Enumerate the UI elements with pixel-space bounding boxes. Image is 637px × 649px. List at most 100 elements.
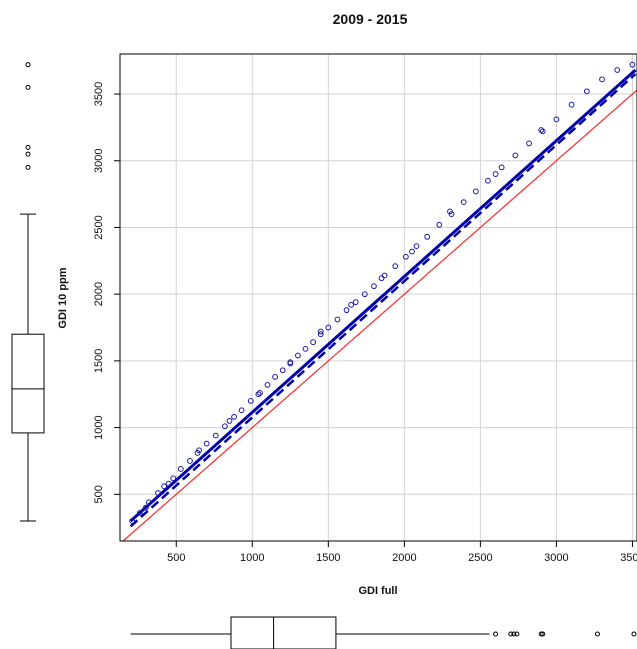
data-point: [614, 67, 621, 73]
data-point: [255, 391, 262, 398]
chart-title: 2009 - 2015: [333, 11, 408, 27]
x-box-outlier: [508, 631, 514, 637]
identity-line: [122, 89, 637, 542]
x-box-outlier: [540, 631, 546, 637]
data-point: [553, 116, 560, 123]
y-tick-label: 1000: [93, 415, 105, 439]
x-axis: 500 1000 1500 2000 2500 3000 3500: [167, 541, 637, 564]
data-point: [187, 458, 193, 464]
data-point: [402, 253, 409, 260]
x-tick-label: 1000: [240, 552, 264, 564]
data-point: [325, 324, 332, 331]
y-tick-label: 2000: [93, 282, 105, 306]
data-point: [371, 283, 377, 290]
scatter-points: [129, 61, 636, 524]
y-tick-label: 3000: [93, 148, 105, 172]
data-point: [409, 248, 415, 255]
data-point: [317, 331, 324, 338]
data-point: [145, 499, 152, 506]
data-point: [136, 510, 143, 516]
y-tick-label: 2500: [93, 215, 105, 239]
identity-line-layer: [122, 89, 637, 542]
dashed-fit-line: [129, 73, 637, 528]
x-marginal-boxplot: [130, 616, 637, 649]
data-point: [568, 101, 575, 108]
data-point: [492, 171, 499, 177]
data-point: [392, 263, 399, 270]
x-tick-label: 3000: [544, 552, 568, 564]
data-point: [447, 208, 453, 215]
y-box-outlier: [25, 144, 31, 150]
data-point: [295, 352, 301, 359]
data-point: [498, 164, 505, 171]
data-point: [583, 88, 590, 95]
x-tick-label: 2000: [392, 552, 416, 564]
y-box-outlier: [25, 164, 31, 170]
x-box-outlier: [493, 631, 499, 637]
data-point: [238, 407, 245, 414]
data-point: [165, 480, 172, 487]
x-tick-label: 3500: [620, 552, 637, 564]
data-point: [361, 291, 368, 298]
data-point: [161, 483, 167, 490]
data-point: [538, 127, 545, 133]
x-box-outlier: [538, 631, 544, 637]
y-axis-label: GDI 10 ppm: [57, 267, 69, 328]
data-point: [177, 466, 184, 472]
x-box: [230, 616, 337, 649]
x-tick-label: 1500: [316, 552, 340, 564]
data-point: [302, 345, 309, 352]
y-axis: 500 1000 1500 2000 2500 3000 3500: [93, 82, 120, 503]
data-point: [212, 432, 219, 439]
data-point: [378, 275, 385, 282]
data-point: [539, 128, 546, 135]
data-point: [256, 389, 263, 396]
data-point: [526, 140, 532, 147]
data-point: [279, 367, 286, 374]
x-box-outlier: [594, 631, 600, 637]
data-point: [460, 199, 467, 206]
regression-line: [129, 68, 637, 523]
data-point: [155, 490, 161, 496]
data-point: [348, 301, 355, 308]
data-point: [599, 76, 605, 83]
data-point: [287, 360, 294, 367]
data-point: [203, 440, 210, 447]
data-point: [424, 233, 431, 240]
x-tick-label: 500: [167, 552, 185, 564]
y-box-outlier: [25, 62, 31, 68]
data-point: [196, 447, 202, 454]
y-tick-label: 1500: [93, 349, 105, 373]
data-point: [334, 316, 341, 323]
x-axis-label: GDI full: [358, 585, 397, 597]
x-box-outlier: [631, 631, 637, 637]
y-box-outlier: [25, 151, 31, 157]
data-point: [512, 152, 519, 159]
data-point: [436, 221, 443, 228]
x-box-outlier: [514, 631, 520, 637]
data-point: [413, 243, 420, 250]
data-point: [352, 299, 359, 306]
plot-frame: [119, 53, 637, 542]
data-point: [226, 418, 233, 424]
data-point: [142, 504, 149, 511]
data-point: [343, 307, 350, 314]
data-point: [317, 328, 324, 335]
data-point: [247, 398, 254, 404]
x-tick-label: 2500: [468, 552, 492, 564]
data-point: [170, 475, 177, 482]
data-point: [264, 381, 271, 388]
data-point: [381, 272, 388, 279]
y-box-outlier: [25, 84, 31, 90]
y-box: [11, 333, 45, 434]
y-tick-label: 3500: [93, 82, 105, 106]
data-point: [231, 414, 237, 420]
fit-lines-layer: [129, 68, 637, 528]
data-point: [129, 518, 136, 524]
data-point: [310, 339, 317, 346]
data-point: [485, 177, 491, 184]
grid: [120, 54, 637, 541]
data-point: [222, 423, 228, 430]
data-point: [272, 373, 279, 380]
